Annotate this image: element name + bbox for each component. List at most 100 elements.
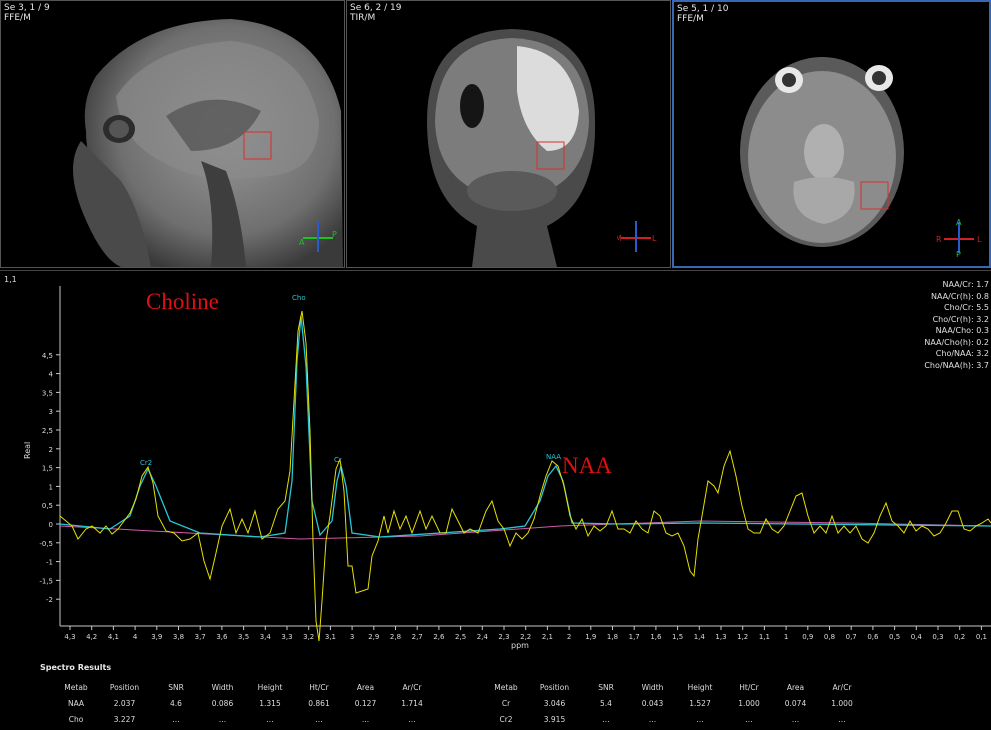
sequence-label: FFE/M bbox=[4, 13, 31, 23]
table-row: NAA 2.037 4.6 0.086 1.315 0.861 0.127 1.714 bbox=[55, 698, 436, 714]
sequence-label: FFE/M bbox=[677, 14, 704, 24]
results-cell: ... bbox=[172, 714, 180, 724]
results-cell: ... bbox=[408, 714, 416, 724]
x-tick-label: 3,1 bbox=[325, 633, 336, 641]
x-axis-ticks: 4,3 4,2 4,1 4 3,9 3,8 3,7 3,6 3,5 3,4 3,3 3,2 3,1 3 2,… bbox=[64, 626, 987, 641]
spectro-results-panel: Spectro Results Metab Position SNR Width Hei… bbox=[0, 656, 991, 724]
results-cell: ... bbox=[696, 714, 704, 724]
orient-label-a: A bbox=[299, 238, 305, 247]
y-tick-label: 3 bbox=[49, 408, 53, 416]
results-cell: Cr2 bbox=[499, 714, 513, 724]
peak-label-cr: Cr bbox=[334, 456, 342, 464]
results-header-cell: Height bbox=[257, 682, 283, 692]
x-tick-label: 4,1 bbox=[108, 633, 119, 641]
ratio-item: NAA/Cho(h): 0.2 bbox=[924, 337, 989, 347]
spectrum-plot: 1,1 4,5 4 3,5 3 2,5 2 1,5 1 0,5 0 -0,5 -1 -1,5 -2 4,3… bbox=[4, 275, 991, 650]
results-table-left: Metab Position SNR Width Height Ht/Cr Area Ar/C… bbox=[55, 682, 436, 730]
ratio-item: Cho/Cr(h): 3.2 bbox=[932, 314, 989, 324]
orient-label-p: P bbox=[956, 250, 961, 257]
results-header-cell: SNR bbox=[168, 682, 184, 692]
results-cell: ... bbox=[266, 714, 274, 724]
series-info: Se 6, 2 / 19 TIR/M bbox=[350, 3, 402, 23]
viewport-axial[interactable]: Se 5, 1 / 10 FFE/M R L A P bbox=[672, 0, 991, 268]
y-tick-label: -2 bbox=[46, 596, 53, 604]
x-tick-label: 0,8 bbox=[824, 633, 835, 641]
results-header-cell: Width bbox=[211, 682, 234, 692]
x-tick-label: 2,5 bbox=[455, 633, 466, 641]
viewport-coronal[interactable]: Se 6, 2 / 19 TIR/M M L bbox=[346, 0, 671, 268]
results-table-right: Metab Position SNR Width Height Ht/Cr Area Ar/C… bbox=[485, 682, 866, 730]
results-header-cell: Ar/Cr bbox=[832, 682, 852, 692]
y-tick-label: -1,5 bbox=[39, 577, 53, 585]
orientation-cross-icon: M L bbox=[617, 221, 657, 252]
results-cell: 1.315 bbox=[259, 698, 281, 708]
results-title: Spectro Results bbox=[40, 663, 112, 672]
choline-annotation: Choline bbox=[146, 289, 219, 314]
y-tick-label: 4,5 bbox=[42, 352, 53, 360]
baseline-curve bbox=[59, 520, 991, 540]
results-cell: 1.714 bbox=[401, 698, 423, 708]
peak-label-cr2: Cr2 bbox=[140, 459, 152, 467]
x-tick-label: 3,5 bbox=[238, 633, 249, 641]
x-tick-label: 0,3 bbox=[932, 633, 943, 641]
viewport-sagittal[interactable]: Se 3, 1 / 9 FFE/M A P bbox=[0, 0, 345, 268]
x-tick-label: 0,7 bbox=[846, 633, 857, 641]
results-cell: 0.086 bbox=[211, 698, 234, 708]
orientation-cross-icon: A P bbox=[299, 221, 337, 252]
x-tick-label: 0,1 bbox=[976, 633, 987, 641]
results-header-cell: Position bbox=[539, 682, 570, 692]
x-tick-label: 4 bbox=[133, 633, 138, 641]
results-header-cell: Ht/Cr bbox=[739, 682, 759, 692]
x-tick-label: 1,4 bbox=[694, 633, 706, 641]
metabolite-ratios-list: NAA/Cr: 1.7 NAA/Cr(h): 0.8 Cho/Cr: 5.5 Cho/… bbox=[924, 279, 989, 371]
results-cell: 3.046 bbox=[543, 698, 566, 708]
results-cell: ... bbox=[745, 714, 753, 724]
ratio-item: Cho/NAA: 3.2 bbox=[935, 349, 989, 358]
results-cell: 1.000 bbox=[738, 698, 760, 708]
x-tick-label: 1,1 bbox=[759, 633, 770, 641]
series-label: Se 3, 1 / 9 bbox=[4, 3, 50, 13]
ratio-item: NAA/Cr: 1.7 bbox=[942, 280, 989, 289]
results-cell: 3.915 bbox=[543, 714, 566, 724]
x-tick-label: 2,2 bbox=[520, 633, 531, 641]
x-tick-label: 1,7 bbox=[629, 633, 640, 641]
peak-label-naa: NAA bbox=[546, 453, 561, 461]
peak-label-cho: Cho bbox=[292, 294, 306, 302]
ratio-item: Cho/Cr: 5.5 bbox=[944, 303, 989, 312]
x-tick-label: 3,7 bbox=[195, 633, 206, 641]
x-tick-label: 3 bbox=[350, 633, 354, 641]
x-tick-label: 0,2 bbox=[954, 633, 965, 641]
results-cell: 1.000 bbox=[831, 698, 853, 708]
measured-spectrum bbox=[59, 310, 991, 642]
x-tick-label: 3,4 bbox=[260, 633, 272, 641]
x-tick-label: 0,9 bbox=[802, 633, 813, 641]
results-header-row: Metab Position SNR Width Height Ht/Cr Area Ar/C… bbox=[485, 682, 866, 698]
results-cell: Cho bbox=[68, 714, 84, 724]
results-header-cell: SNR bbox=[598, 682, 614, 692]
orientation-cross-icon: R L A P bbox=[936, 218, 982, 257]
x-tick-label: 2,7 bbox=[412, 633, 423, 641]
spectrum-panel[interactable]: 1,1 4,5 4 3,5 3 2,5 2 1,5 1 0,5 0 -0,5 -1 -1,5 -2 4,3… bbox=[0, 270, 991, 656]
axial-mri-image bbox=[740, 57, 904, 247]
table-row: Cr 3.046 5.4 0.043 1.527 1.000 0.074 1.000 bbox=[485, 698, 866, 714]
results-cell: 3.227 bbox=[113, 714, 136, 724]
y-tick-label: 1,5 bbox=[42, 465, 53, 473]
y-tick-label: 3,5 bbox=[42, 389, 53, 397]
x-tick-label: 0,4 bbox=[911, 633, 923, 641]
results-header-cell: Position bbox=[109, 682, 140, 692]
orient-label-r: R bbox=[936, 235, 942, 244]
x-tick-label: 1,6 bbox=[650, 633, 662, 641]
results-cell: ... bbox=[218, 714, 227, 724]
y-tick-label: 0,5 bbox=[42, 502, 53, 510]
x-tick-label: 1 bbox=[784, 633, 788, 641]
results-header-cell: Metab bbox=[494, 682, 518, 692]
x-tick-label: 1,9 bbox=[585, 633, 596, 641]
results-header-cell: Metab bbox=[64, 682, 88, 692]
results-header-cell: Area bbox=[786, 682, 805, 692]
results-cell: 0.127 bbox=[354, 698, 377, 708]
results-cell: 0.074 bbox=[784, 698, 807, 708]
spectrum-index-label: 1,1 bbox=[4, 275, 17, 284]
y-tick-label: 4 bbox=[49, 371, 54, 379]
results-cell: 2.037 bbox=[113, 698, 136, 708]
results-header-cell: Height bbox=[687, 682, 713, 692]
